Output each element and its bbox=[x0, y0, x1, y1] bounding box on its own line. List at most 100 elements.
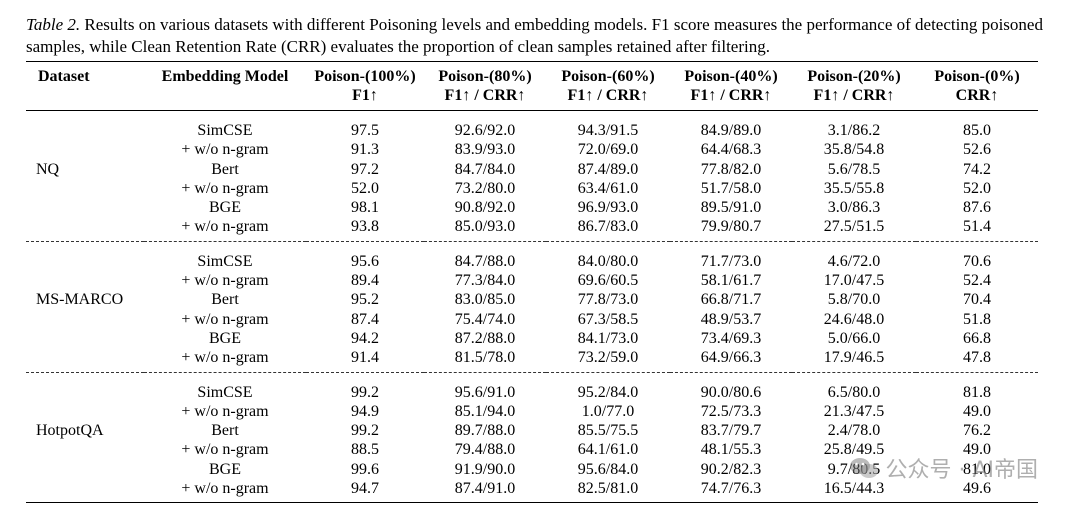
dataset-cell bbox=[26, 179, 144, 198]
value-cell: 75.4/74.0 bbox=[454, 310, 516, 328]
value-cell: 99.2 bbox=[351, 383, 379, 401]
value-cell: 5.8/70.0 bbox=[827, 291, 881, 309]
value-cell: 66.8/71.7 bbox=[700, 291, 762, 309]
table-row: MS-MARCO Bert 95.2 83.0/85.0 77.8/73.0 66.8/7… bbox=[26, 290, 1038, 309]
value-cell: 87.4/89.0 bbox=[577, 160, 639, 178]
value-cell: 90.2/82.3 bbox=[700, 460, 762, 478]
value-cell: 90.0/80.6 bbox=[700, 383, 762, 401]
value-cell: 48.1/55.3 bbox=[700, 441, 762, 459]
value-cell: 77.3/84.0 bbox=[454, 272, 516, 290]
value-cell: 96.9/93.0 bbox=[577, 199, 639, 217]
value-cell: 94.3/91.5 bbox=[577, 122, 639, 139]
value-cell: 17.9/46.5 bbox=[823, 349, 885, 367]
value-cell: 94.2 bbox=[351, 329, 379, 347]
dataset-cell bbox=[26, 217, 144, 241]
value-cell: 97.5 bbox=[351, 122, 379, 139]
header-col-top: Poison-(60%) bbox=[561, 68, 655, 85]
value-cell: 89.5/91.0 bbox=[700, 199, 762, 217]
value-cell: 17.0/47.5 bbox=[823, 272, 885, 290]
wechat-icon bbox=[850, 458, 879, 478]
value-cell: 16.5/44.3 bbox=[823, 480, 885, 498]
value-cell: 77.8/82.0 bbox=[700, 160, 762, 178]
value-cell: 98.1 bbox=[351, 199, 379, 217]
value-cell: 94.9 bbox=[351, 402, 379, 420]
value-cell: 51.8 bbox=[963, 310, 991, 328]
value-cell: 83.9/93.0 bbox=[454, 141, 516, 159]
value-cell: 95.2/84.0 bbox=[577, 383, 639, 401]
table-row: SimCSE 95.6 84.7/88.0 84.0/80.0 71.7/73.0 4.6… bbox=[26, 241, 1038, 271]
model-cell: + w/o n-gram bbox=[181, 402, 269, 420]
value-cell: 85.1/94.0 bbox=[454, 402, 516, 420]
header-row-top: Dataset Embedding Model Poison-(100%) Po… bbox=[26, 61, 1038, 87]
value-cell: 83.7/79.7 bbox=[700, 422, 762, 440]
value-cell: 73.2/80.0 bbox=[454, 179, 516, 197]
model-cell: BGE bbox=[209, 329, 241, 347]
table-row: BGE 94.2 87.2/88.0 84.1/73.0 73.4/69.3 5.0/66… bbox=[26, 329, 1038, 348]
value-cell: 84.7/88.0 bbox=[454, 252, 516, 270]
value-cell: 49.0 bbox=[963, 441, 991, 459]
header-row-bottom: F1↑ F1↑ / CRR↑ F1↑ / CRR↑ F1↑ / CRR↑ F1↑… bbox=[26, 86, 1038, 111]
model-cell: Bert bbox=[211, 422, 239, 440]
value-cell: 81.5/78.0 bbox=[454, 349, 516, 367]
value-cell: 91.9/90.0 bbox=[454, 460, 516, 478]
dataset-cell bbox=[26, 140, 144, 159]
value-cell: 87.4 bbox=[351, 310, 379, 328]
caption-label: Table 2. bbox=[26, 15, 81, 34]
dataset-cell bbox=[26, 310, 144, 329]
value-cell: 95.2 bbox=[351, 291, 379, 309]
table-row: SimCSE 97.5 92.6/92.0 94.3/91.5 84.9/89.0 3.1… bbox=[26, 111, 1038, 141]
caption-text: Results on various datasets with differe… bbox=[26, 15, 1043, 56]
dataset-cell bbox=[26, 241, 144, 271]
value-cell: 64.4/68.3 bbox=[700, 141, 762, 159]
model-cell: Bert bbox=[211, 291, 239, 309]
value-cell: 89.4 bbox=[351, 272, 379, 290]
header-col-top: Poison-(40%) bbox=[684, 68, 778, 85]
watermark: 公众号 · AI帝国 bbox=[849, 452, 1038, 484]
value-cell: 25.8/49.5 bbox=[823, 441, 885, 459]
table-caption: Table 2. Results on various datasets wit… bbox=[26, 14, 1056, 58]
table-row: + w/o n-gram 94.7 87.4/91.0 82.5/81.0 74.7/7… bbox=[26, 479, 1038, 503]
model-cell: SimCSE bbox=[197, 122, 253, 139]
value-cell: 52.0 bbox=[351, 179, 379, 197]
value-cell: 91.4 bbox=[351, 349, 379, 367]
results-table: Dataset Embedding Model Poison-(100%) Po… bbox=[26, 61, 1038, 503]
value-cell: 71.7/73.0 bbox=[700, 252, 762, 270]
value-cell: 51.4 bbox=[963, 218, 991, 236]
value-cell: 84.9/89.0 bbox=[700, 122, 762, 139]
value-cell: 86.7/83.0 bbox=[577, 218, 639, 236]
header-col-metric: CRR↑ bbox=[955, 87, 999, 104]
model-cell: + w/o n-gram bbox=[181, 141, 269, 159]
model-cell: + w/o n-gram bbox=[181, 349, 269, 367]
value-cell: 24.6/48.0 bbox=[823, 310, 885, 328]
value-cell: 87.6 bbox=[963, 199, 991, 217]
dataset-cell: HotpotQA bbox=[36, 422, 104, 440]
value-cell: 81.8 bbox=[963, 383, 991, 401]
header-col-metric: F1↑ / CRR↑ bbox=[444, 87, 526, 104]
value-cell: 52.4 bbox=[963, 272, 991, 290]
value-cell: 94.7 bbox=[351, 480, 379, 498]
value-cell: 3.0/86.3 bbox=[827, 199, 881, 217]
value-cell: 83.0/85.0 bbox=[454, 291, 516, 309]
value-cell: 5.0/66.0 bbox=[827, 329, 881, 347]
table-row: + w/o n-gram 93.8 85.0/93.0 86.7/83.0 79.9/8… bbox=[26, 217, 1038, 241]
model-cell: + w/o n-gram bbox=[181, 480, 269, 498]
value-cell: 90.8/92.0 bbox=[454, 199, 516, 217]
value-cell: 84.1/73.0 bbox=[577, 329, 639, 347]
model-cell: + w/o n-gram bbox=[181, 272, 269, 290]
value-cell: 99.6 bbox=[351, 460, 379, 478]
value-cell: 51.7/58.0 bbox=[700, 179, 762, 197]
dataset-cell bbox=[26, 329, 144, 348]
value-cell: 58.1/61.7 bbox=[700, 272, 762, 290]
table-row: + w/o n-gram 91.3 83.9/93.0 72.0/69.0 64.4/6… bbox=[26, 140, 1038, 159]
header-col-top: Poison-(20%) bbox=[807, 68, 901, 85]
model-cell: SimCSE bbox=[197, 252, 253, 270]
dataset-cell bbox=[26, 440, 144, 459]
value-cell: 73.2/59.0 bbox=[577, 349, 639, 367]
dataset-cell: MS-MARCO bbox=[36, 291, 124, 309]
value-cell: 91.3 bbox=[351, 141, 379, 159]
value-cell: 64.9/66.3 bbox=[700, 349, 762, 367]
dataset-cell bbox=[26, 460, 144, 479]
table-row: + w/o n-gram 87.4 75.4/74.0 67.3/58.5 48.9/5… bbox=[26, 310, 1038, 329]
value-cell: 70.4 bbox=[963, 291, 991, 309]
